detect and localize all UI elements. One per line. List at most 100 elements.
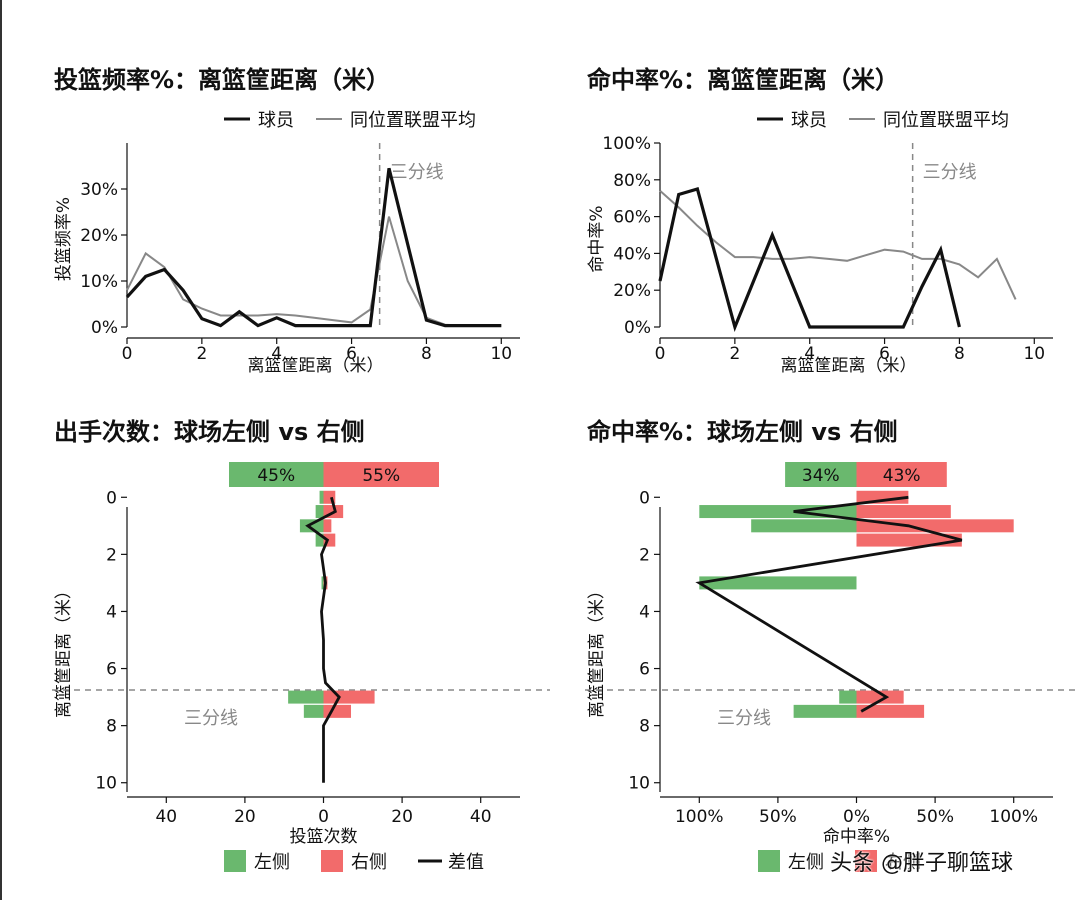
y-axis-label: 命中率% xyxy=(587,205,607,272)
bar-left xyxy=(319,490,324,504)
legend-label-league: 同位置联盟平均 xyxy=(883,110,1009,131)
y-tick-label: 6 xyxy=(106,660,117,680)
x-tick-label: 4 xyxy=(271,344,282,364)
y-tick-label: 6 xyxy=(639,660,650,680)
bar-right xyxy=(856,704,925,718)
x-tick-label: 2 xyxy=(729,344,740,364)
bar-left xyxy=(793,704,857,718)
x-tick-label: 50% xyxy=(916,807,954,827)
split-bar-right xyxy=(856,462,947,487)
legend-swatch-left xyxy=(758,850,780,872)
y-tick-label: 30% xyxy=(80,180,118,200)
x-tick-label: 10 xyxy=(1023,344,1045,364)
y-tick-label: 0% xyxy=(624,318,651,338)
bar-left xyxy=(299,519,324,533)
x-axis-label: 投篮次数 xyxy=(290,827,358,847)
fg-by-distance-chart: 命中率%：离篮筐距离（米） 球员 同位置联盟平均 0% 20% 40% 60% 80% 100%… xyxy=(587,66,1053,376)
split-bar-right-label: 55% xyxy=(362,466,400,486)
y-tick-label: 80% xyxy=(613,171,651,191)
y-tick-label: 0 xyxy=(639,488,650,508)
bar-right xyxy=(856,505,951,519)
y-tick-label: 8 xyxy=(106,717,117,737)
bar-left xyxy=(315,533,324,547)
x-tick-label: 8 xyxy=(421,344,432,364)
three-point-label: 三分线 xyxy=(184,708,238,729)
chart-title: 命中率%：球场左侧 vs 右侧 xyxy=(587,418,898,446)
bar-right xyxy=(323,519,332,533)
bar-left xyxy=(839,690,857,704)
x-tick-label: 20 xyxy=(234,807,256,827)
legend-label: 右侧 xyxy=(885,852,921,873)
watermark-text: 头条 @胖子聊篮球 xyxy=(830,851,1013,876)
bar-right xyxy=(323,490,336,504)
split-bar-left-label: 34% xyxy=(802,466,840,486)
three-point-label: 三分线 xyxy=(390,162,444,183)
x-tick-label: 10 xyxy=(490,344,512,364)
bar-left xyxy=(288,690,324,704)
x-tick-label: 40 xyxy=(470,807,492,827)
bar-left xyxy=(751,519,857,533)
x-tick-label: 0 xyxy=(122,344,133,364)
x-tick-label: 6 xyxy=(879,344,890,364)
y-tick-label: 100% xyxy=(602,134,651,154)
diff-line xyxy=(695,495,963,713)
attempts-left-right-chart: 出手次数：球场左侧 vs 右侧 45% 55% 0 2 4 6 8 10 40 20 0 20 40 投篮次… xyxy=(52,418,550,873)
legend-label: 差值 xyxy=(448,852,484,873)
legend-swatch-right xyxy=(855,850,877,872)
legend-label: 右侧 xyxy=(351,852,387,873)
bar-left xyxy=(303,704,324,718)
x-axis-label: 离篮筐距离（米） xyxy=(248,356,384,376)
y-tick-label: 2 xyxy=(106,545,117,565)
x-axis-label: 离篮筐距离（米） xyxy=(781,356,917,376)
y-tick-label: 10 xyxy=(628,774,650,794)
freq-by-distance-chart: 投篮频率%：离篮筐距离（米） 球员 同位置联盟平均 0% 10% 20% 30% 0 2 4 6 8 1… xyxy=(54,66,520,376)
split-bar-right-label: 43% xyxy=(883,466,921,486)
y-tick-label: 40% xyxy=(613,244,651,264)
bar-left xyxy=(699,576,857,590)
x-tick-label: 4 xyxy=(804,344,815,364)
legend-swatch-right xyxy=(321,850,343,872)
y-tick-label: 0 xyxy=(106,488,117,508)
diff-line xyxy=(305,496,341,783)
bar-right xyxy=(856,519,1014,533)
series-player-line xyxy=(125,167,502,328)
three-point-label: 三分线 xyxy=(923,162,977,183)
legend-label: 左侧 xyxy=(254,852,290,873)
bar-right xyxy=(856,490,909,504)
x-tick-label: 0 xyxy=(318,807,329,827)
y-tick-label: 20% xyxy=(80,226,118,246)
legend-label: 左侧 xyxy=(788,852,824,873)
legend-swatch-left xyxy=(224,850,246,872)
x-tick-label: 0% xyxy=(843,807,870,827)
series-league-line xyxy=(659,190,1017,300)
y-tick-label: 60% xyxy=(613,208,651,228)
series-player-line xyxy=(658,187,961,332)
split-bar-left xyxy=(229,462,324,487)
x-tick-label: 2 xyxy=(196,344,207,364)
legend-label-league: 同位置联盟平均 xyxy=(350,110,476,131)
three-point-label: 三分线 xyxy=(717,708,771,729)
chart-title: 命中率%：离篮筐距离（米） xyxy=(587,66,899,94)
y-axis-label: 离篮筐距离（米） xyxy=(54,582,74,718)
legend-label-player: 球员 xyxy=(258,110,294,131)
chart-title: 投篮频率%：离篮筐距离（米） xyxy=(54,66,390,94)
y-tick-label: 2 xyxy=(639,545,650,565)
split-bar-left xyxy=(785,462,857,487)
bar-right xyxy=(323,533,336,547)
x-tick-label: 0 xyxy=(655,344,666,364)
legend-label-player: 球员 xyxy=(791,110,827,131)
series-league-line xyxy=(126,216,502,327)
fg-left-right-chart: 命中率%：球场左侧 vs 右侧 34% 43% 0 2 4 6 8 10 100% 50% 0% 50%… xyxy=(585,418,1080,873)
bar-left xyxy=(315,505,324,519)
x-tick-label: 40 xyxy=(155,807,177,827)
y-tick-label: 20% xyxy=(613,281,651,301)
split-bar-right xyxy=(323,462,439,487)
x-axis-label: 命中率% xyxy=(823,827,890,847)
split-bar-left-label: 45% xyxy=(257,466,295,486)
x-tick-label: 100% xyxy=(675,807,724,827)
bar-right xyxy=(856,690,904,704)
chart-title: 出手次数：球场左侧 vs 右侧 xyxy=(54,418,365,446)
x-tick-label: 6 xyxy=(346,344,357,364)
x-tick-label: 8 xyxy=(954,344,965,364)
